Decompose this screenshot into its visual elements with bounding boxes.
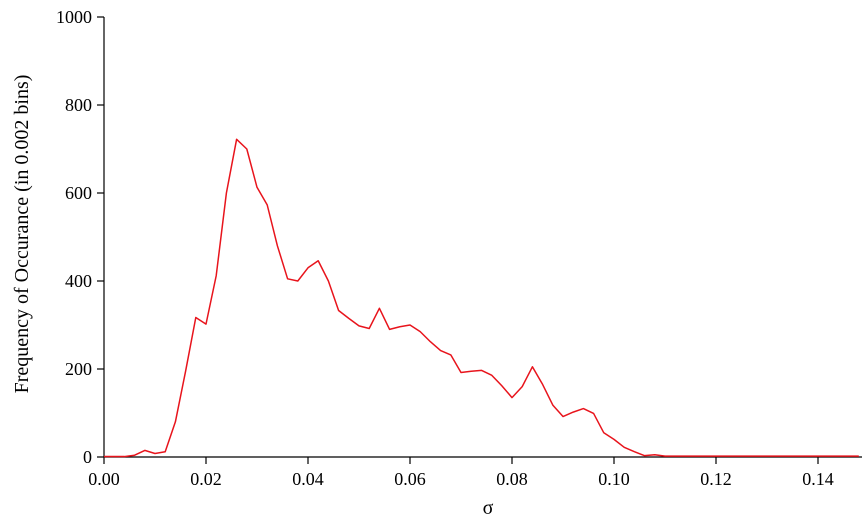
y-tick-label: 0 bbox=[83, 447, 92, 467]
y-tick-label: 400 bbox=[65, 271, 92, 291]
x-tick-label: 0.06 bbox=[394, 469, 426, 489]
y-tick-label: 800 bbox=[65, 95, 92, 115]
x-axis-title: σ bbox=[483, 497, 494, 519]
x-tick-label: 0.00 bbox=[88, 469, 120, 489]
x-tick-label: 0.08 bbox=[496, 469, 528, 489]
y-axis-title: Frequency of Occurance (in 0.002 bins) bbox=[11, 75, 33, 394]
y-tick-label: 200 bbox=[65, 359, 92, 379]
axes-layer bbox=[103, 17, 862, 458]
x-tick-label: 0.02 bbox=[190, 469, 222, 489]
y-tick-label: 600 bbox=[65, 183, 92, 203]
series-line-0 bbox=[104, 138, 859, 458]
x-tick-label: 0.10 bbox=[598, 469, 630, 489]
x-tick-label: 0.12 bbox=[700, 469, 732, 489]
x-ticks-layer: 0.00 0.02 0.04 0.06 0.08 0.10 0.12 0.14 bbox=[88, 457, 834, 489]
x-tick-label: 0.04 bbox=[292, 469, 324, 489]
series-layer bbox=[104, 138, 859, 458]
y-ticks-layer: 0 200 400 600 800 1000 bbox=[56, 7, 104, 467]
x-tick-label: 0.14 bbox=[802, 469, 834, 489]
y-tick-label: 1000 bbox=[56, 7, 92, 27]
